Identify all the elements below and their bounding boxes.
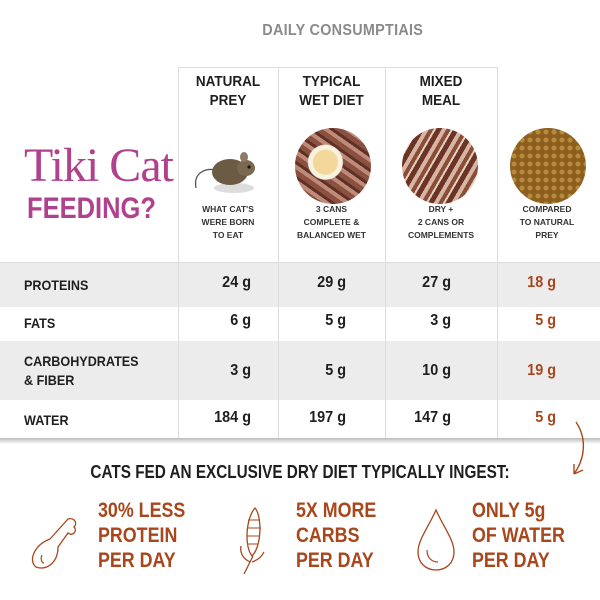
- row-label-proteins: PROTEINS: [24, 277, 89, 293]
- value-fats-col2: 5 g: [325, 312, 346, 329]
- divider: [0, 262, 600, 263]
- comparison-columns: [178, 67, 498, 440]
- value-carbs-col3: 10 g: [422, 362, 451, 379]
- water-drop-icon: [417, 508, 455, 571]
- value-proteins-col3: 27 g: [422, 274, 451, 291]
- caption-mixed-meal: DRY +2 CANS OR COMPLEMENTS: [407, 204, 475, 240]
- column-heading-wet-diet: TYPICAL WET DIET: [299, 73, 364, 109]
- row-label-fats: FATS: [24, 315, 56, 331]
- caption-natural-prey: WHAT CAT'S WERE BORN TO EAT: [201, 204, 255, 240]
- value-carbs-col1: 3 g: [230, 362, 251, 379]
- stat-carbs: 5X MORE CARBS PER DAY: [296, 499, 377, 572]
- caption-dry: COMPARED TO NATURAL PREY: [519, 204, 575, 240]
- divider: [278, 67, 279, 440]
- value-proteins-col1: 24 g: [222, 274, 251, 291]
- stat-protein: 30% LESS PROTEIN PER DAY: [98, 499, 186, 572]
- mixed-food-image: [402, 128, 478, 204]
- wheat-icon: [240, 507, 265, 575]
- value-water-col2: 197 g: [309, 409, 346, 426]
- row-bg-carbs: [0, 341, 600, 400]
- column-heading-mixed-meal: MIXED MEAL: [419, 73, 463, 109]
- ingest-heading: CATS FED AN EXCLUSIVE DRY DIET TYPICALLY…: [90, 462, 510, 482]
- value-carbs-col4: 19 g: [527, 362, 556, 379]
- dry-kibble-image: [510, 128, 586, 204]
- row-label-water: WATER: [24, 412, 69, 428]
- stat-water: ONLY 5g OF WATER PER DAY: [472, 499, 565, 572]
- row-label-carbs: CARBOHYDRATES & FIBER: [24, 353, 139, 388]
- divider: [385, 67, 386, 440]
- value-fats-col3: 3 g: [430, 312, 451, 329]
- value-fats-col4: 5 g: [535, 312, 556, 329]
- row-bg-proteins: [0, 262, 600, 307]
- value-fats-col1: 6 g: [230, 312, 251, 329]
- value-water-col3: 147 g: [414, 409, 451, 426]
- table-shadow: [0, 438, 600, 444]
- wet-food-image: [295, 128, 371, 204]
- value-proteins-col2: 29 g: [317, 274, 346, 291]
- column-heading-natural-prey: NATURAL PREY: [195, 73, 261, 109]
- value-water-col1: 184 g: [214, 409, 251, 426]
- chicken-leg-icon: [31, 517, 77, 569]
- tiki-cat-logo: Tiki Cat: [24, 139, 174, 192]
- page-title: DAILY CONSUMPTIAIS: [262, 22, 424, 39]
- caption-wet-diet: 3 CANS COMPLETE & BALANCED WET: [297, 204, 366, 240]
- arrow-icon: [573, 421, 584, 475]
- mouse-image: [194, 152, 255, 193]
- logo-tagline: FEEDING?: [27, 192, 156, 225]
- value-proteins-col4: 18 g: [527, 274, 556, 291]
- value-carbs-col2: 5 g: [325, 362, 346, 379]
- value-water-col4: 5 g: [535, 409, 556, 426]
